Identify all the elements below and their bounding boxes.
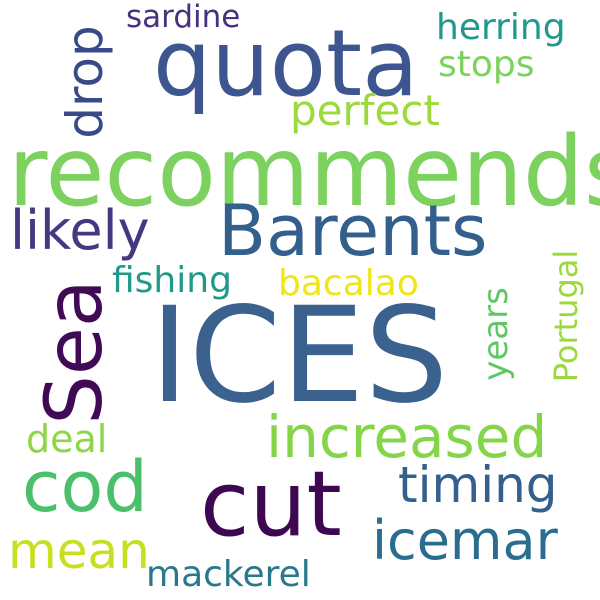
word-ices: ICES bbox=[150, 279, 449, 433]
word-years: years bbox=[476, 287, 516, 381]
word-mean: mean bbox=[8, 522, 150, 580]
word-timing: timing bbox=[398, 456, 558, 514]
word-likely: likely bbox=[10, 199, 150, 262]
word-mackerel: mackerel bbox=[146, 554, 311, 595]
word-cut: cut bbox=[200, 452, 342, 557]
word-herring: herring bbox=[436, 7, 566, 48]
word-sardine: sardine bbox=[126, 0, 241, 35]
word-fishing: fishing bbox=[112, 260, 232, 301]
word-increased: increased bbox=[266, 403, 548, 471]
word-bacalao: bacalao bbox=[278, 263, 419, 304]
word-portugal: Portugal bbox=[547, 249, 585, 383]
word-deal: deal bbox=[26, 417, 108, 461]
word-icemar: icemar bbox=[372, 509, 558, 572]
word-recommends: recommends bbox=[8, 116, 600, 228]
word-sea: Sea bbox=[30, 279, 120, 425]
word-cod: cod bbox=[22, 446, 148, 528]
word-drop: drop bbox=[56, 25, 114, 139]
word-barents: Barents bbox=[218, 190, 488, 272]
word-perfect: perfect bbox=[290, 86, 440, 135]
word-quota: quota bbox=[153, 10, 419, 117]
word-stops: stops bbox=[438, 44, 535, 85]
